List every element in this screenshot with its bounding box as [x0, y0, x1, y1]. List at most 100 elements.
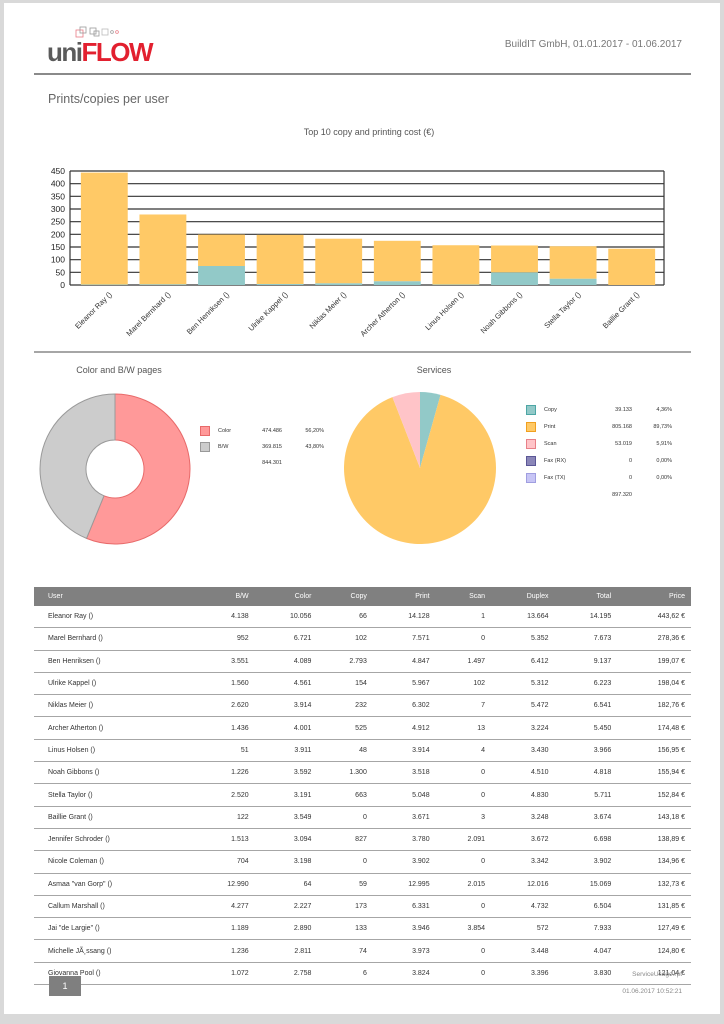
x-category-label: Linus Holsen (): [423, 290, 465, 332]
cell-color: 64: [254, 873, 318, 896]
legend-percent: 89,73%: [653, 424, 672, 430]
legend-value: 39.133: [615, 407, 632, 413]
pie-slice-copy: [420, 392, 441, 468]
cell-print: 14.128: [372, 606, 436, 629]
cell-user: Marel Bernhard (): [34, 627, 192, 651]
legend-value: 0: [628, 458, 632, 464]
cell-scan: 3.854: [435, 917, 492, 941]
cell-print: 3.780: [372, 828, 436, 852]
cell-color: 2.227: [254, 895, 318, 919]
cell-copy: 0: [317, 850, 373, 874]
legend-item: Scan 53.019 5,91%: [526, 439, 676, 451]
cell-total: 6.223: [554, 672, 618, 696]
bar-print-segment: [432, 245, 480, 285]
cell-scan: 7: [435, 694, 492, 718]
cell-print: 6.302: [372, 694, 436, 718]
cell-print: 6.331: [372, 895, 436, 919]
column-header-scan: Scan: [435, 587, 492, 606]
cell-total: 6.541: [554, 694, 618, 718]
cell-color: 4.089: [254, 650, 318, 673]
page-number-button[interactable]: 1: [49, 976, 81, 996]
cell-user: Nicole Coleman (): [34, 850, 192, 874]
cell-copy: 1.300: [317, 761, 373, 785]
cell-price: 182,76 €: [617, 694, 691, 718]
legend-swatch: [526, 473, 536, 483]
cell-price: 156,95 €: [617, 739, 691, 763]
company-date-range: BuildIT GmbH, 01.01.2017 - 01.06.2017: [504, 39, 682, 50]
legend-swatch: [526, 456, 536, 466]
header-divider: [34, 73, 691, 75]
cell-price: 155,94 €: [617, 761, 691, 785]
cell-copy: 827: [317, 828, 373, 852]
cell-copy: 232: [317, 694, 373, 718]
legend-value: 369.815: [262, 444, 282, 450]
cell-user: Jai "de Largie" (): [34, 917, 192, 941]
cell-duplex: 4.732: [491, 895, 555, 919]
cell-copy: 66: [317, 606, 373, 629]
uniflow-logo: uniFLOW: [47, 26, 157, 69]
legend-total: 844.301: [262, 460, 282, 466]
x-category-label: Ulrike Kappel (): [247, 290, 290, 333]
cell-duplex: 3.342: [491, 850, 555, 874]
cell-total: 14.195: [554, 606, 618, 629]
legend-item: Fax (RX) 0 0,00%: [526, 456, 676, 468]
table-row: Ulrike Kappel () 1.560 4.561 154 5.967 102 5.3…: [34, 672, 691, 696]
cell-bw: 1.560: [191, 672, 255, 696]
cell-duplex: 6.412: [491, 650, 555, 673]
user-usage-table: User B/W Color Copy Print Scan Duplex Total Pric…: [34, 587, 691, 986]
cell-scan: 0: [435, 850, 492, 874]
cell-scan: 2.091: [435, 828, 492, 852]
x-category-label: Stella Taylor (): [542, 290, 583, 331]
cell-duplex: 3.224: [491, 716, 555, 740]
pie-chart-title: Services: [416, 365, 452, 375]
logo-squares-icon: [75, 26, 119, 38]
y-tick-label: 200: [51, 229, 65, 239]
cell-price: 127,49 €: [617, 917, 691, 941]
table-header-row: User B/W Color Copy Print Scan Duplex Total Pric…: [34, 587, 691, 606]
column-header-total: Total: [554, 587, 618, 606]
y-tick-label: 350: [51, 191, 65, 201]
pie-slice-print: [344, 394, 496, 544]
cell-print: 12.995: [372, 873, 436, 896]
cell-total: 7.933: [554, 917, 618, 941]
cell-color: 3.198: [254, 850, 318, 874]
bar-chart-title: Top 10 copy and printing cost (€): [303, 127, 435, 137]
cell-user: Jennifer Schroder (): [34, 828, 192, 852]
pie-slice-color: [85, 393, 191, 545]
cell-bw: 2.620: [191, 694, 255, 718]
cell-print: 3.973: [372, 939, 436, 963]
pie-slice-scan: [392, 392, 420, 468]
cell-copy: 102: [317, 627, 373, 651]
column-header-color: Color: [254, 587, 318, 606]
legend-label: Fax (TX): [544, 475, 566, 481]
cell-user: Stella Taylor (): [34, 783, 192, 807]
cell-print: 7.571: [372, 627, 436, 651]
cell-price: 199,07 €: [617, 650, 691, 673]
cell-color: 2.811: [254, 939, 318, 963]
cell-user: Niklas Meier (): [34, 694, 192, 718]
cell-price: 131,85 €: [617, 895, 691, 919]
cell-scan: 0: [435, 895, 492, 919]
x-category-label: Eleanor Ray (): [73, 290, 114, 331]
legend-value: 474.486: [262, 428, 282, 434]
cell-scan: 0: [435, 939, 492, 963]
cell-total: 3.674: [554, 806, 618, 829]
table-row: Ben Henriksen () 3.551 4.089 2.793 4.847 1.49…: [34, 650, 691, 673]
table-row: Archer Atherton () 1.436 4.001 525 4.912 13 3.…: [34, 716, 691, 740]
cell-bw: 4.277: [191, 895, 255, 919]
bar-print-segment: [315, 238, 363, 284]
cell-copy: 74: [317, 939, 373, 963]
cell-bw: 704: [191, 850, 255, 874]
bar-copy-segment: [198, 266, 245, 285]
cell-bw: 1.513: [191, 828, 255, 852]
legend-label: B/W: [218, 444, 229, 450]
legend-swatch: [200, 442, 210, 452]
cell-duplex: 572: [491, 917, 555, 941]
table-row: Noah Gibbons () 1.226 3.592 1.300 3.518 0 4.51…: [34, 761, 691, 785]
cell-color: 4.561: [254, 672, 318, 696]
cell-bw: 952: [191, 627, 255, 651]
cell-color: 3.911: [254, 739, 318, 763]
cell-scan: 1: [435, 606, 492, 629]
cell-price: 124,80 €: [617, 939, 691, 963]
y-tick-label: 100: [51, 255, 65, 265]
